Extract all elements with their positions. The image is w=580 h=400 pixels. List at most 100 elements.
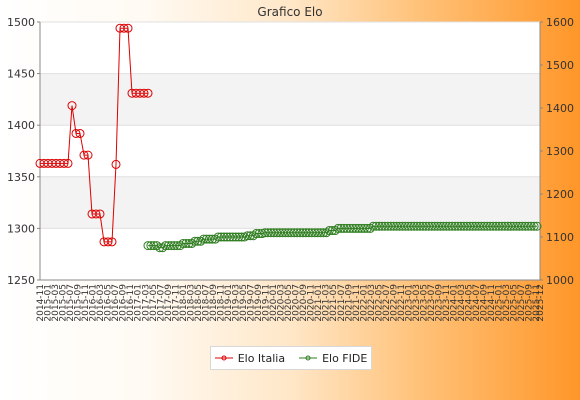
x-tick-label: 2014-11 (36, 284, 46, 322)
point-elo-fide (248, 231, 258, 241)
point-elo-fide (187, 238, 197, 248)
x-tick-label: 2020-05 (284, 284, 294, 322)
point-elo-fide (444, 221, 454, 231)
legend-item-elo-fide[interactable]: Elo FIDE (299, 352, 367, 365)
x-tick-label: 2023-03 (412, 284, 422, 322)
x-tick-label: 2018-09 (209, 284, 219, 322)
x-tick-label: 2015-01 (44, 284, 54, 322)
point-elo-fide (374, 221, 384, 231)
point-elo-fide (427, 221, 437, 231)
point-elo-fide (377, 221, 387, 231)
point-elo-fide (289, 228, 299, 238)
point-elo-italia (143, 88, 153, 98)
x-tick-label: 2022-03 (367, 284, 377, 322)
point-elo-fide (485, 221, 495, 231)
grid-band (40, 73, 540, 126)
point-elo-fide (447, 221, 457, 231)
x-tick-label: 2023-07 (427, 284, 437, 322)
point-elo-fide (359, 223, 369, 233)
point-elo-fide (231, 232, 241, 242)
point-elo-italia (59, 158, 69, 168)
x-tick-label: 2020-03 (277, 284, 287, 322)
point-elo-fide (424, 221, 434, 231)
point-elo-fide (392, 221, 402, 231)
x-tick-label: 2017-07 (156, 284, 166, 322)
x-tick-label: 2021-11 (352, 284, 362, 322)
point-elo-fide (465, 221, 475, 231)
point-elo-fide (389, 221, 399, 231)
point-elo-fide (216, 232, 226, 242)
point-elo-fide (169, 241, 179, 251)
x-tick-label: 2017-11 (171, 284, 181, 322)
x-tick-label: 2021-03 (322, 284, 332, 322)
point-elo-fide (149, 241, 159, 251)
x-tick-label: 2018-03 (186, 284, 196, 322)
right-y-axis: 1000 1100 1200 1300 1400 1500 1600 (540, 16, 574, 287)
point-elo-fide (213, 232, 223, 242)
x-tick-label: 2020-01 (269, 284, 279, 322)
x-tick-label: 2025-01 (495, 284, 505, 322)
point-elo-fide (327, 226, 337, 236)
point-elo-fide (222, 232, 232, 242)
x-tick-label: 2018-07 (201, 284, 211, 322)
point-elo-fide (368, 221, 378, 231)
point-elo-fide (301, 228, 311, 238)
point-elo-fide (479, 221, 489, 231)
point-elo-fide (283, 228, 293, 238)
series-line-elo-italia (40, 27, 148, 243)
x-tick-label: 2018-05 (194, 284, 204, 322)
point-elo-fide (286, 228, 296, 238)
point-elo-italia (67, 101, 77, 111)
x-tick-label: 2017-09 (164, 284, 174, 322)
right-tick-label: 1500 (546, 59, 574, 72)
x-tick-label: 2023-05 (419, 284, 429, 322)
point-elo-fide (321, 228, 331, 238)
point-elo-fide (500, 221, 510, 231)
point-elo-fide (263, 228, 273, 238)
point-elo-fide (354, 223, 364, 233)
x-tick-label: 2022-11 (397, 284, 407, 322)
legend-item-elo-italia[interactable]: Elo Italia (214, 352, 285, 365)
x-tick-label: 2019-03 (231, 284, 241, 322)
point-elo-italia (119, 23, 129, 33)
point-elo-fide (190, 236, 200, 246)
point-elo-fide (409, 221, 419, 231)
point-elo-fide (146, 241, 156, 251)
x-tick-label: 2022-05 (374, 284, 384, 322)
point-elo-fide (161, 241, 171, 251)
right-tick-label: 1600 (546, 16, 574, 29)
point-elo-fide (237, 232, 247, 242)
point-elo-fide (418, 221, 428, 231)
x-tick-label: 2022-07 (382, 284, 392, 322)
point-elo-fide (269, 228, 279, 238)
x-tick-label: 2018-11 (216, 284, 226, 322)
x-tick-label: 2016-07 (111, 284, 121, 322)
point-elo-fide (365, 223, 375, 233)
point-elo-fide (342, 223, 352, 233)
point-elo-fide (251, 229, 261, 239)
point-elo-fide (219, 232, 229, 242)
x-tick-label: 2019-09 (254, 284, 264, 322)
point-elo-fide (278, 228, 288, 238)
point-elo-fide (199, 234, 209, 244)
point-elo-fide (228, 232, 238, 242)
x-tick-label: 2019-05 (239, 284, 249, 322)
x-tick-label: 2020-07 (292, 284, 302, 322)
point-elo-fide (482, 221, 492, 231)
point-elo-fide (143, 241, 153, 251)
x-tick-label: 2022-01 (359, 284, 369, 322)
x-tick-label: 2021-05 (329, 284, 339, 322)
x-tick-label: 2024-11 (487, 284, 497, 322)
point-elo-fide (204, 234, 214, 244)
point-elo-italia (75, 128, 85, 138)
point-elo-fide (453, 221, 463, 231)
point-elo-fide (324, 226, 334, 236)
point-elo-fide (330, 226, 340, 236)
x-tick-label: 2021-09 (344, 284, 354, 322)
point-elo-fide (438, 221, 448, 231)
point-elo-italia (95, 209, 105, 219)
chart-legend: Elo Italia Elo FIDE (210, 346, 372, 370)
point-elo-fide (386, 221, 396, 231)
point-elo-fide (421, 221, 431, 231)
